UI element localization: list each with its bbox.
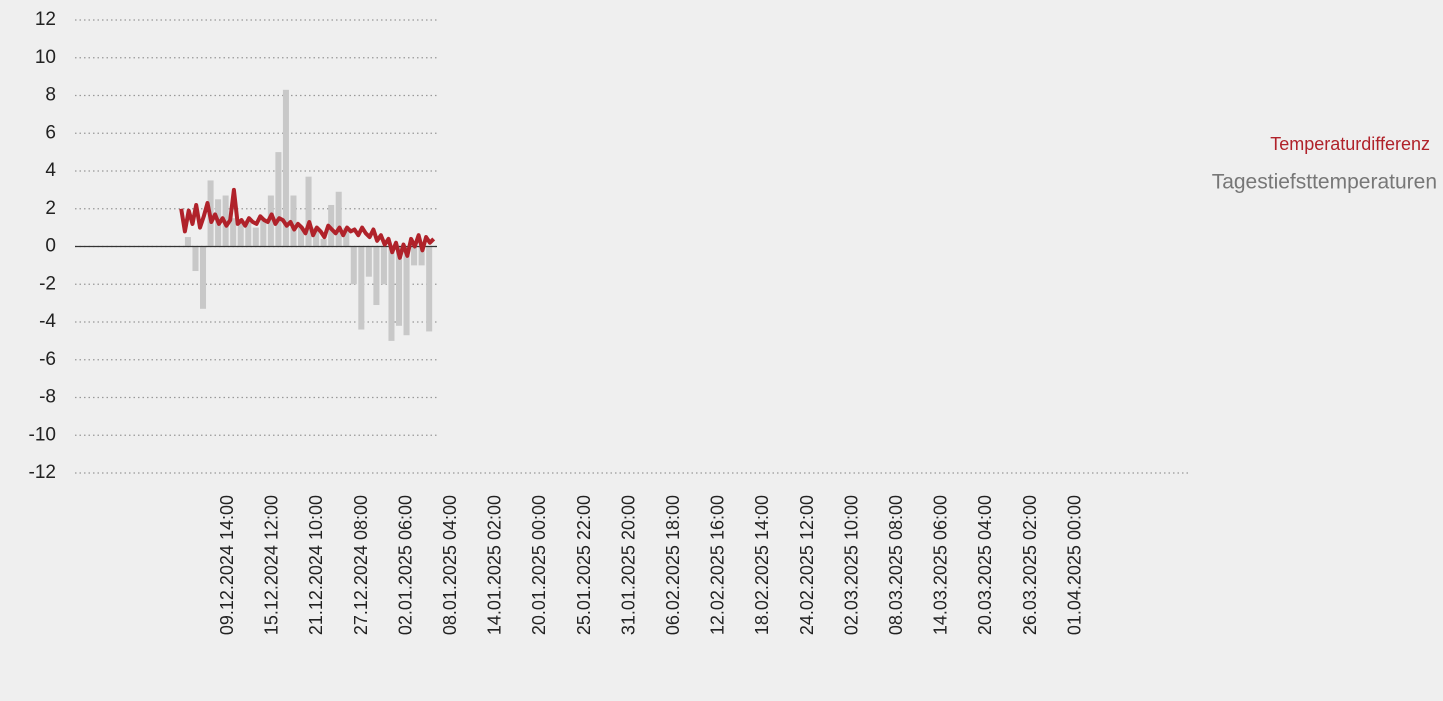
x-tick-label: 31.01.2025 20:00 [618,495,638,635]
x-tick-label: 01.04.2025 00:00 [1064,495,1084,635]
y-tick-label: -10 [29,424,56,445]
bar [252,227,259,247]
bar [282,89,289,247]
bar [373,246,380,306]
bar [403,246,410,336]
x-tick-label: 09.12.2024 14:00 [217,495,237,635]
y-tick-label: 12 [35,9,56,30]
y-tick-label: -2 [39,273,56,294]
bar [411,246,418,266]
bar [305,176,312,247]
x-tick-label: 02.01.2025 06:00 [395,495,415,635]
bar [313,227,320,247]
legend-entry: Temperaturdifferenz [1270,134,1430,154]
bar [365,246,372,277]
x-tick-label: 20.01.2025 00:00 [529,495,549,635]
bar [320,238,327,247]
x-tick-label: 18.02.2025 14:00 [752,495,772,635]
bar [358,246,365,330]
x-tick-label: 27.12.2024 08:00 [351,495,371,635]
bar [328,204,335,247]
bar [343,227,350,247]
x-tick-label: 14.03.2025 06:00 [931,495,951,635]
x-tick-label: 21.12.2024 10:00 [306,495,326,635]
y-tick-label: -6 [39,349,56,370]
bar [275,152,282,247]
y-tick-label: -12 [29,462,56,483]
bar [335,191,342,247]
bar [230,218,237,247]
bar [426,246,433,332]
y-tick-label: 6 [45,122,56,143]
legend-entry: Tagestiefsttemperaturen [1212,171,1437,194]
bar [192,246,199,272]
bar [267,195,274,247]
bar [200,246,207,309]
y-tick-label: 8 [45,85,56,106]
x-tick-label: 08.01.2025 04:00 [440,495,460,635]
x-tick-label: 24.02.2025 12:00 [797,495,817,635]
bar [350,246,357,285]
x-tick-label: 25.01.2025 22:00 [574,495,594,635]
y-tick-label: 10 [35,47,56,68]
y-tick-label: -4 [39,311,56,332]
y-tick-label: 2 [45,198,56,219]
x-tick-label: 20.03.2025 04:00 [975,495,995,635]
bar [260,218,267,247]
line [179,187,436,260]
bar [245,220,252,247]
y-tick-label: 0 [45,236,56,257]
x-tick-label: 12.02.2025 16:00 [708,495,728,635]
bar [380,246,387,285]
x-tick-label: 14.01.2025 02:00 [485,495,505,635]
bar [395,246,403,326]
bar [298,227,305,247]
bar [290,195,297,247]
bar [237,223,244,247]
x-tick-label: 15.12.2024 12:00 [262,495,282,635]
bar [418,246,425,266]
x-tick-label: 06.02.2025 18:00 [663,495,683,635]
bar [184,237,191,247]
y-tick-label: 4 [45,160,56,181]
bar [388,246,395,341]
x-tick-label: 02.03.2025 10:00 [841,495,861,635]
x-tick-label: 26.03.2025 02:00 [1020,495,1040,635]
y-tick-label: -8 [39,387,56,408]
x-tick-label: 08.03.2025 08:00 [886,495,906,635]
